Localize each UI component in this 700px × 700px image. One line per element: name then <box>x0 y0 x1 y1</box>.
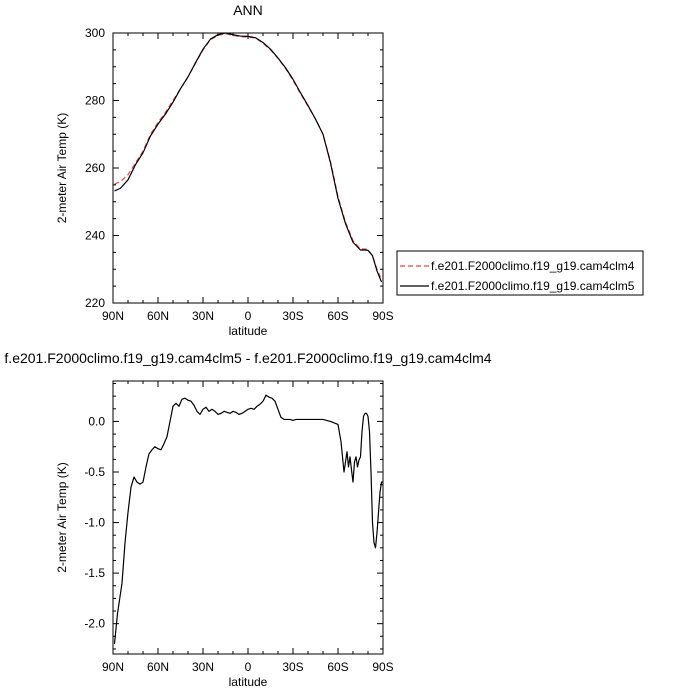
top-x-tick-label: 90N <box>102 309 124 323</box>
bottom-y-tick-label: 0.0 <box>88 414 105 428</box>
top-x-axis-label: latitude <box>229 324 268 338</box>
bottom-series-line-0 <box>113 394 383 644</box>
top-plot-frame <box>112 32 384 304</box>
top-legend: f.e201.F2000climo.f19_g19.cam4clm4 f.e201… <box>396 250 644 296</box>
top-x-tick-label: 60N <box>147 309 169 323</box>
top-series-line-1 <box>114 32 383 283</box>
legend-box <box>396 250 644 296</box>
legend-entry-1: f.e201.F2000climo.f19_g19.cam4clm5 <box>431 279 635 293</box>
top-chart-title: ANN <box>233 2 263 18</box>
top-plot-lines <box>114 32 383 283</box>
top-series-line-0 <box>114 33 383 280</box>
bottom-y-axis-label: 2-meter Air Temp (K) <box>55 462 69 572</box>
bottom-y-tick-label: -2.0 <box>84 617 105 631</box>
bottom-plot-frame <box>112 380 384 655</box>
top-y-tick-label: 280 <box>85 94 105 108</box>
bottom-x-axis-label: latitude <box>229 675 268 689</box>
bottom-axis-ticks: 90N 60N 30N 0 30S 60S 90S -2.0 -1.5 -1.0 -0.5 0.0 <box>84 381 394 674</box>
top-x-tick-label: 90S <box>372 309 393 323</box>
top-x-tick-label: 30S <box>282 309 303 323</box>
bottom-x-tick-label: 90N <box>102 660 124 674</box>
bottom-y-tick-label: -0.5 <box>84 465 105 479</box>
bottom-x-tick-label: 0 <box>245 660 252 674</box>
bottom-x-tick-label: 30S <box>282 660 303 674</box>
bottom-x-tick-label: 60N <box>147 660 169 674</box>
top-y-tick-label: 220 <box>85 296 105 310</box>
bottom-x-tick-label: 60S <box>327 660 348 674</box>
top-y-axis-label: 2-meter Air Temp (K) <box>55 113 69 223</box>
bottom-y-tick-label: -1.0 <box>84 516 105 530</box>
bottom-plot-lines <box>113 394 383 644</box>
bottom-chart: f.e201.F2000climo.f19_g19.cam4clm5 - f.e… <box>4 350 491 689</box>
bottom-x-tick-label: 90S <box>372 660 393 674</box>
bottom-y-tick-label: -1.5 <box>84 566 105 580</box>
top-y-tick-label: 240 <box>85 229 105 243</box>
legend-entry-0: f.e201.F2000climo.f19_g19.cam4clm4 <box>431 259 635 273</box>
top-chart: ANN 90N 60N 30N 0 30S 60S 90S 220 240 260 280 300 l… <box>55 2 644 338</box>
top-x-tick-label: 60S <box>327 309 348 323</box>
top-x-tick-label: 0 <box>245 309 252 323</box>
bottom-x-tick-label: 30N <box>192 660 214 674</box>
top-y-tick-label: 260 <box>85 161 105 175</box>
top-y-tick-label: 300 <box>85 26 105 40</box>
top-axis-ticks: 90N 60N 30N 0 30S 60S 90S 220 240 260 280 300 <box>85 26 394 323</box>
bottom-chart-title: f.e201.F2000climo.f19_g19.cam4clm5 - f.e… <box>4 350 491 366</box>
top-x-tick-label: 30N <box>192 309 214 323</box>
